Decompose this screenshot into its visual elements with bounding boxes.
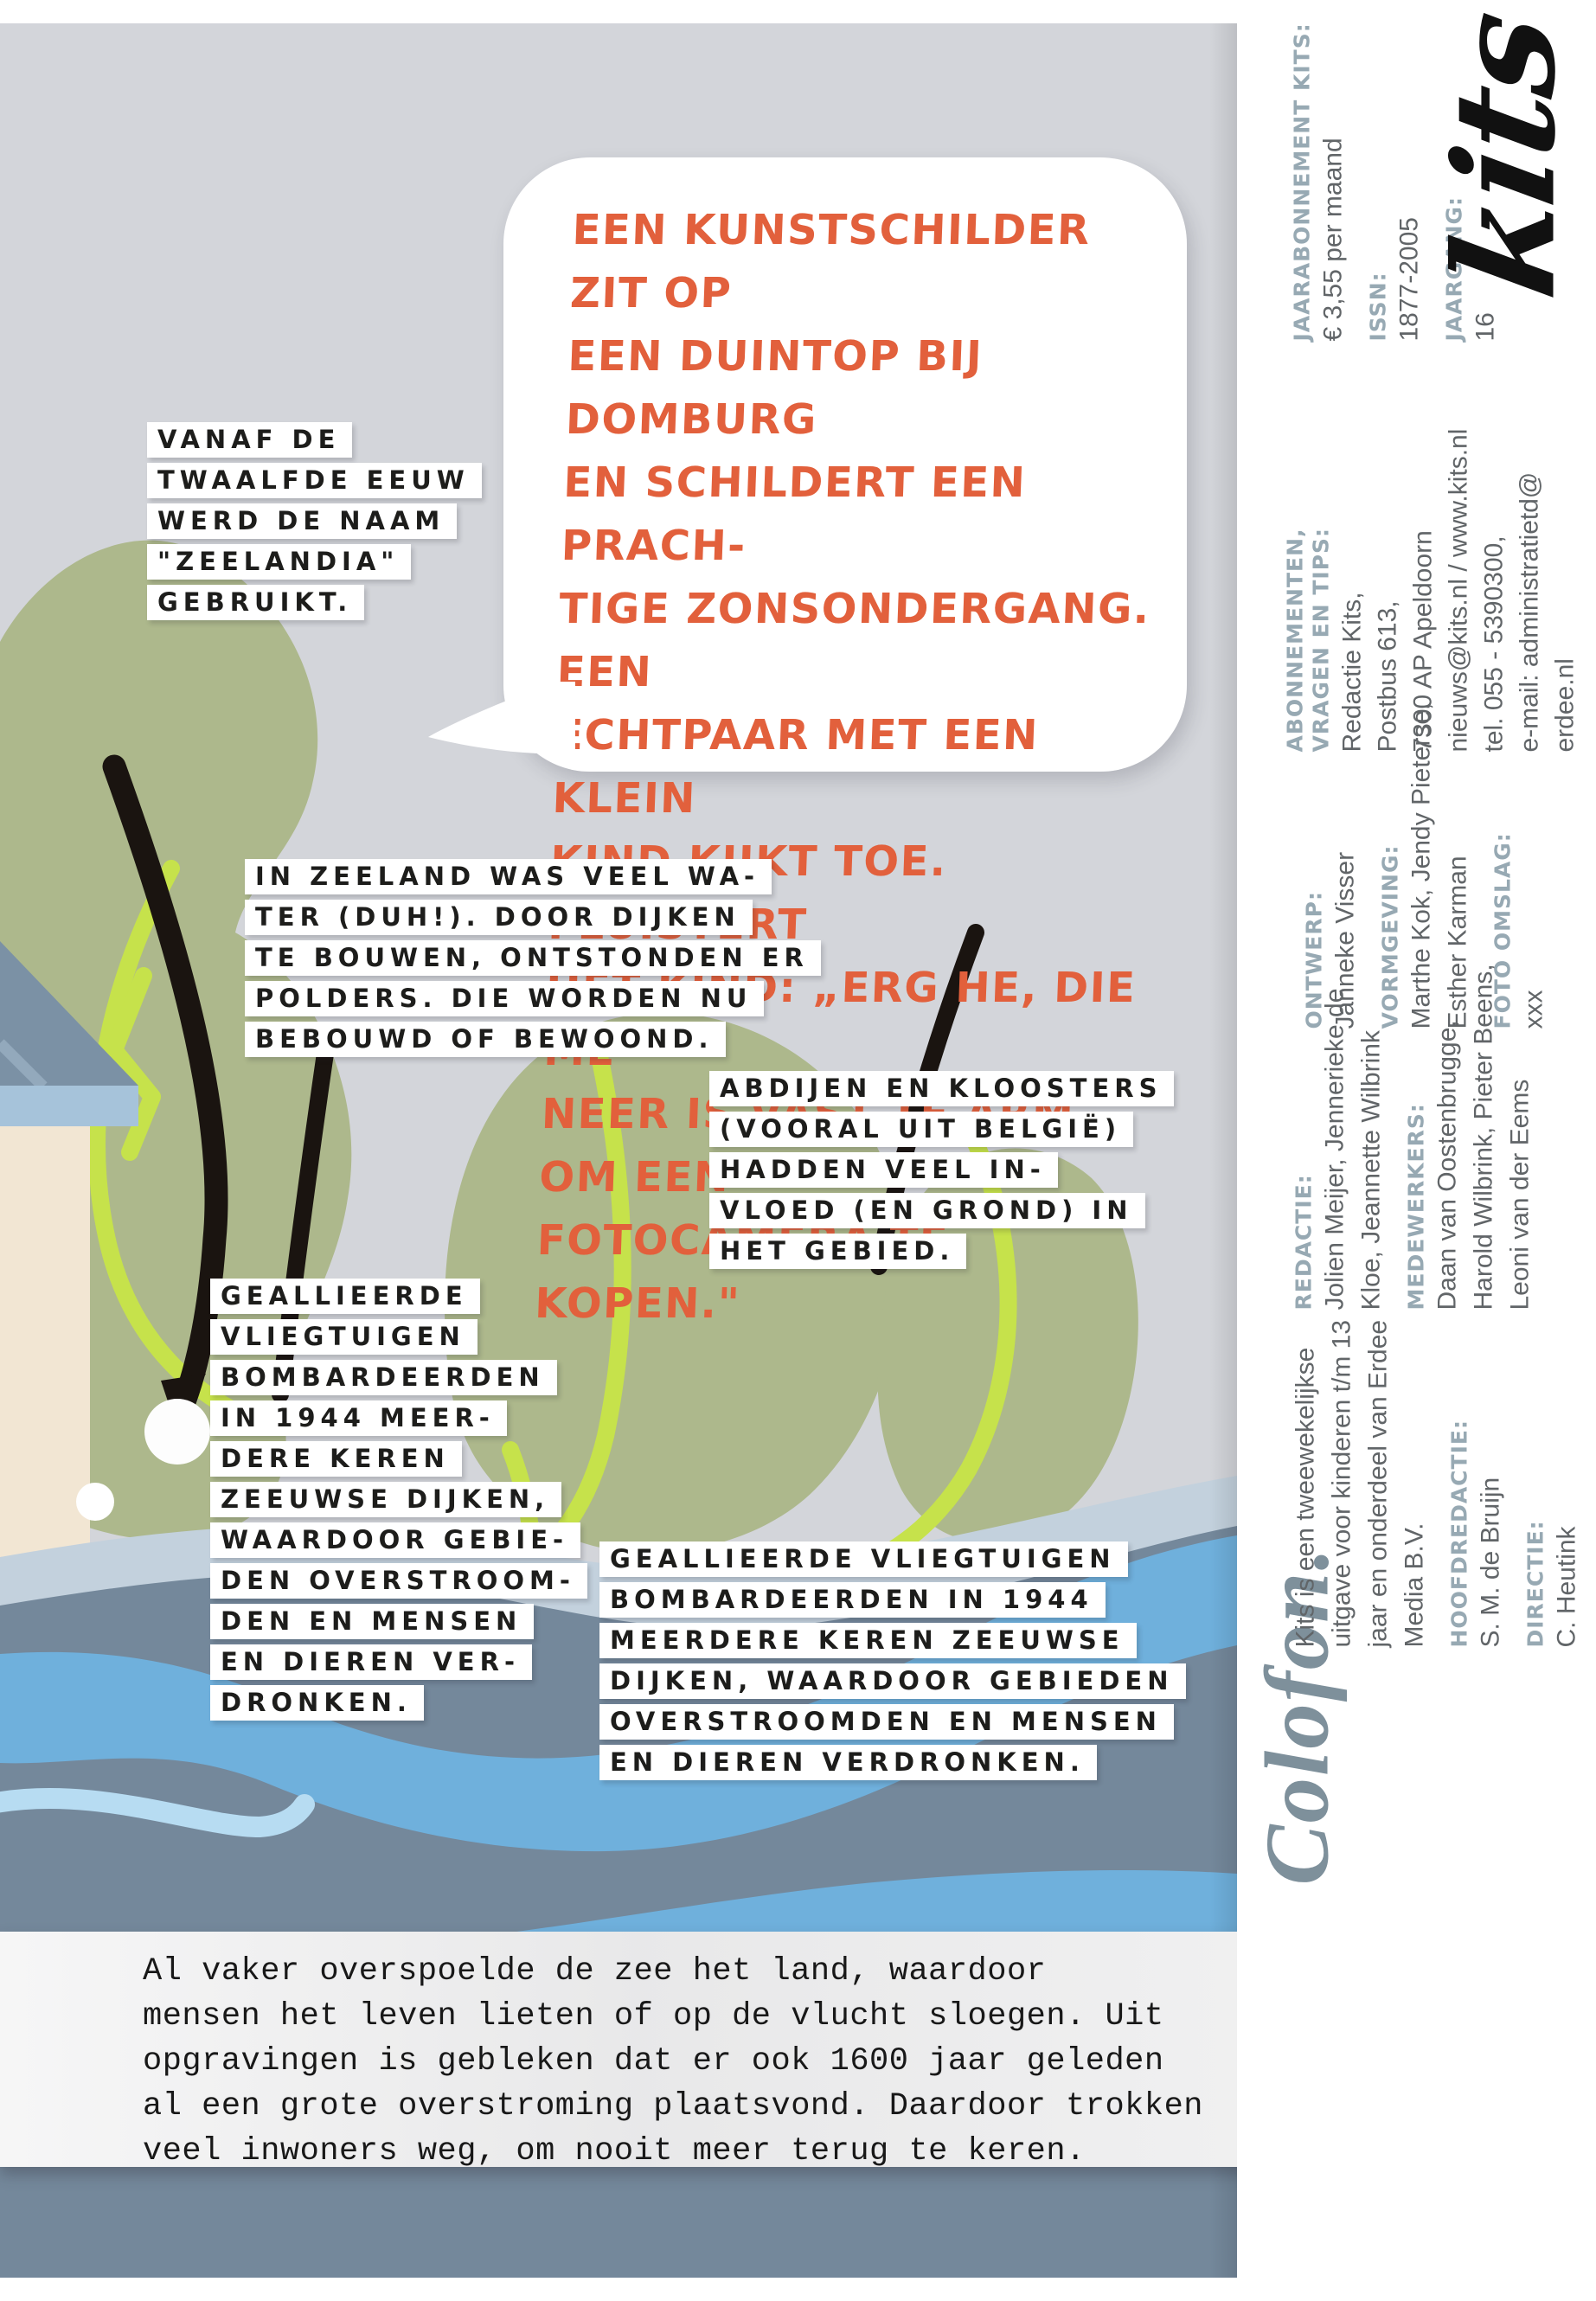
colophon-value-abonnementen: Redactie Kits, Postbus 613, 7300 AP Apel… [1337, 428, 1580, 753]
speech-bubble-tail [428, 682, 575, 754]
colophon-column: Colofon. Kits is een tweewekelijkse uitg… [1237, 0, 1596, 2301]
label-strip-line: TWAALFDE EEUW [147, 463, 482, 498]
label-strip-line: DEN OVERSTROOM- [210, 1563, 587, 1599]
label-strip-line: GEALLIEERDE [210, 1279, 480, 1314]
label-strip-line: GEALLIEERDE VLIEGTUIGEN [599, 1541, 1128, 1577]
footer-paragraph: Al vaker overspoelde de zee het land, wa… [143, 1953, 1203, 2170]
label-strip-line: IN 1944 MEER- [210, 1400, 507, 1436]
label-abdijen: ABDIJEN EN KLOOSTERS (VOORAL UIT BELGIË) H… [709, 1071, 1175, 1274]
label-strip-line: DRONKEN. [210, 1685, 424, 1721]
label-strip-line: WERD DE NAAM [147, 503, 458, 539]
label-strip-line: VANAF DE [147, 422, 353, 458]
tree-trunk [102, 754, 228, 1429]
colophon-value-issn: 1877-2005 [1394, 217, 1424, 342]
label-strip-line: IN ZEELAND WAS VEEL WA- [245, 859, 772, 894]
label-strip-line: VLOED (EN GROND) IN [709, 1193, 1145, 1228]
tree-canopy-center [445, 1012, 902, 1553]
label-strip-line: ABDIJEN EN KLOOSTERS [709, 1071, 1175, 1106]
label-strip-line: DERE KEREN [210, 1441, 462, 1477]
panel-right-shadow [1209, 23, 1237, 2278]
colophon-heading-jaarabonnement: JAARABONNEMENT KITS: [1289, 22, 1315, 342]
white-dot-small [76, 1483, 114, 1521]
label-bombardementen-breed: GEALLIEERDE VLIEGTUIGEN BOMBARDEERDEN IN … [599, 1541, 1186, 1785]
colophon-heading-issn: ISSN: [1365, 272, 1391, 342]
label-strip-line: BOMBARDEERDEN [210, 1360, 557, 1395]
label-strip-line: GEBRUIKT. [147, 585, 365, 620]
label-strip-line: TE BOUWEN, ONTSTONDEN ER [245, 940, 821, 976]
house-roof [0, 941, 138, 1086]
label-strip-line: EN DIEREN VER- [210, 1644, 532, 1680]
house-roof-highlight [0, 1039, 48, 1091]
label-polders: IN ZEELAND WAS VEEL WA- TER (DUH!). DOOR … [245, 859, 821, 1062]
label-zeelandia: VANAF DE TWAALFDE EEUW WERD DE NAAM "ZEELAN… [147, 422, 482, 625]
label-strip-line: EN DIEREN VERDRONKEN. [599, 1745, 1097, 1780]
colophon-rotated-strip: Colofon. Kits is een tweewekelijkse uitg… [1238, 0, 1596, 2301]
label-strip-line: TER (DUH!). DOOR DIJKEN [245, 900, 753, 935]
label-strip-line: (VOORAL UIT BELGIË) [709, 1112, 1134, 1147]
colophon-heading-abonnementen: ABONNEMENTEN, VRAGEN EN TIPS: [1282, 527, 1334, 753]
label-bombardementen-kolom: GEALLIEERDE VLIEGTUIGEN BOMBARDEERDEN IN 19… [210, 1279, 587, 1726]
kits-logo: kits [1423, 3, 1586, 309]
label-strip-line: HADDEN VEEL IN- [709, 1152, 1058, 1188]
label-strip-line: VLIEGTUIGEN [210, 1319, 478, 1355]
colophon-value-jaarabonnement: € 3,55 per maand [1318, 138, 1348, 342]
colophon-value-directie: C. Heutink [1552, 1526, 1581, 1648]
colophon-abonnementen-block: ABONNEMENTEN, VRAGEN EN TIPS: Redactie K… [1283, 355, 1583, 753]
water-light-squiggle [0, 1788, 315, 1838]
label-strip-line: BEBOUWD OF BEWOOND. [245, 1022, 726, 1057]
lime-branch-line-2 [106, 967, 161, 1161]
label-strip-line: OVERSTROOMDEN EN MENSEN [599, 1704, 1174, 1740]
water-blue-bottom [407, 1870, 1237, 1946]
label-strip-line: BOMBARDEERDEN IN 1944 [599, 1582, 1106, 1618]
label-strip-line: DIJKEN, WAARDOOR GEBIEDEN [599, 1663, 1186, 1699]
label-strip-line: ZEEUWSE DIJKEN, [210, 1482, 562, 1517]
label-strip-line: "ZEELANDIA" [147, 544, 412, 580]
house-fascia [0, 1086, 138, 1126]
water-blue-ribbon [0, 1535, 1237, 1852]
label-strip-line: HET GEBIED. [709, 1234, 967, 1269]
label-strip-line: POLDERS. DIE WORDEN NU [245, 981, 765, 1016]
label-strip-line: WAARDOOR GEBIE- [210, 1522, 581, 1558]
label-strip-line: MEERDERE KEREN ZEEUWSE [599, 1623, 1137, 1658]
label-strip-line: DEN EN MENSEN [210, 1604, 535, 1639]
white-dot-large [144, 1399, 210, 1465]
speech-bubble: EEN KUNSTSCHILDER ZIT OP EEN DUINTOP BIJ… [503, 157, 1187, 1328]
